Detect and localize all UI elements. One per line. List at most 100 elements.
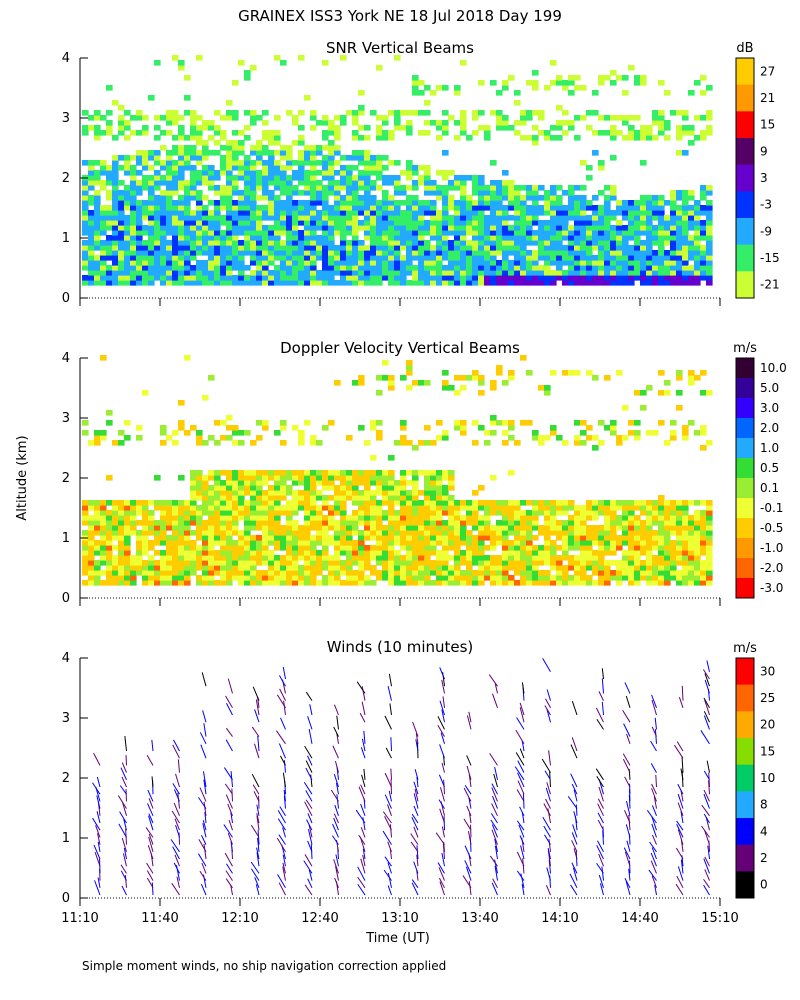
heatmap-cell xyxy=(388,275,395,281)
wind-barb xyxy=(336,715,339,730)
heatmap-cell xyxy=(406,165,413,171)
heatmap-cell xyxy=(274,240,281,246)
heatmap-cell xyxy=(304,575,311,581)
heatmap-cell xyxy=(298,150,305,156)
wind-barb xyxy=(387,885,392,896)
heatmap-cell xyxy=(700,225,707,231)
heatmap-cell xyxy=(154,170,161,176)
heatmap-cell xyxy=(238,230,245,236)
heatmap-cell xyxy=(388,380,395,386)
heatmap-cell xyxy=(574,525,581,531)
heatmap-cell xyxy=(328,120,335,126)
heatmap-cell xyxy=(592,240,599,246)
heatmap-cell xyxy=(586,510,593,516)
heatmap-cell xyxy=(424,265,431,271)
heatmap-cell xyxy=(148,565,155,571)
heatmap-cell xyxy=(490,195,497,201)
heatmap-cell xyxy=(238,505,245,511)
heatmap-cell xyxy=(268,505,275,511)
heatmap-cell xyxy=(364,135,371,141)
heatmap-cell xyxy=(160,565,167,571)
heatmap-cell xyxy=(604,535,611,541)
heatmap-cell xyxy=(640,510,647,516)
heatmap-cell xyxy=(688,250,695,256)
wind-barb xyxy=(362,854,366,867)
heatmap-cell xyxy=(334,470,341,476)
heatmap-cell xyxy=(172,225,179,231)
heatmap-cell xyxy=(358,170,365,176)
heatmap-cell xyxy=(658,265,665,271)
wind-barb xyxy=(282,854,286,867)
wind-barb xyxy=(151,776,154,788)
heatmap-cell xyxy=(466,215,473,221)
heatmap-cell xyxy=(274,225,281,231)
heatmap-cell xyxy=(286,210,293,216)
heatmap-cell xyxy=(604,545,611,551)
heatmap-cell xyxy=(526,540,533,546)
heatmap-cell xyxy=(394,580,401,586)
heatmap-cell xyxy=(514,240,521,246)
heatmap-cell xyxy=(490,575,497,581)
heatmap-cell xyxy=(376,545,383,551)
heatmap-cell xyxy=(262,490,269,496)
heatmap-cell xyxy=(388,135,395,141)
heatmap-cell xyxy=(262,475,269,481)
heatmap-cell xyxy=(664,125,671,131)
heatmap-cell xyxy=(286,555,293,561)
heatmap-cell xyxy=(244,250,251,256)
heatmap-cell xyxy=(184,575,191,581)
heatmap-cell xyxy=(484,565,491,571)
heatmap-cell xyxy=(130,230,137,236)
heatmap-cell xyxy=(466,580,473,586)
heatmap-cell xyxy=(628,130,635,136)
heatmap-cell xyxy=(580,210,587,216)
heatmap-cell xyxy=(106,275,113,281)
heatmap-cell xyxy=(550,220,557,226)
heatmap-cell xyxy=(100,215,107,221)
heatmap-cell xyxy=(652,205,659,211)
heatmap-cell xyxy=(676,405,683,411)
heatmap-cell xyxy=(430,90,437,96)
heatmap-cell xyxy=(682,510,689,516)
heatmap-cell xyxy=(442,275,449,281)
heatmap-cell xyxy=(262,505,269,511)
heatmap-cell xyxy=(556,265,563,271)
heatmap-cell xyxy=(130,215,137,221)
heatmap-cell xyxy=(196,560,203,566)
heatmap-cell xyxy=(232,200,239,206)
heatmap-cell xyxy=(166,115,173,121)
heatmap-cell xyxy=(400,110,407,116)
heatmap-cell xyxy=(490,255,497,261)
heatmap-cell xyxy=(292,565,299,571)
heatmap-cell xyxy=(682,260,689,266)
heatmap-cell xyxy=(94,575,101,581)
heatmap-cell xyxy=(538,545,545,551)
heatmap-cell xyxy=(436,420,443,426)
heatmap-cell xyxy=(430,570,437,576)
heatmap-cell xyxy=(124,570,131,576)
heatmap-cell xyxy=(340,520,347,526)
wind-barb xyxy=(197,853,207,867)
heatmap-cell xyxy=(700,545,707,551)
heatmap-cell xyxy=(574,235,581,241)
heatmap-cell xyxy=(592,540,599,546)
heatmap-cell xyxy=(526,550,533,556)
wind-barb xyxy=(117,795,127,809)
heatmap-cell xyxy=(460,430,467,436)
heatmap-cell xyxy=(490,210,497,216)
heatmap-cell xyxy=(106,120,113,126)
heatmap-cell xyxy=(262,470,269,476)
heatmap-cell xyxy=(658,260,665,266)
heatmap-cell xyxy=(418,570,425,576)
heatmap-cell xyxy=(442,380,449,386)
heatmap-cell xyxy=(490,190,497,196)
heatmap-cell xyxy=(670,235,677,241)
wind-barb xyxy=(305,691,313,701)
heatmap-cell xyxy=(370,470,377,476)
heatmap-cell xyxy=(94,440,101,446)
heatmap-cell xyxy=(82,550,89,556)
heatmap-cell xyxy=(232,550,239,556)
heatmap-cell xyxy=(370,420,377,426)
heatmap-cell xyxy=(460,420,467,426)
heatmap-cell xyxy=(274,130,281,136)
